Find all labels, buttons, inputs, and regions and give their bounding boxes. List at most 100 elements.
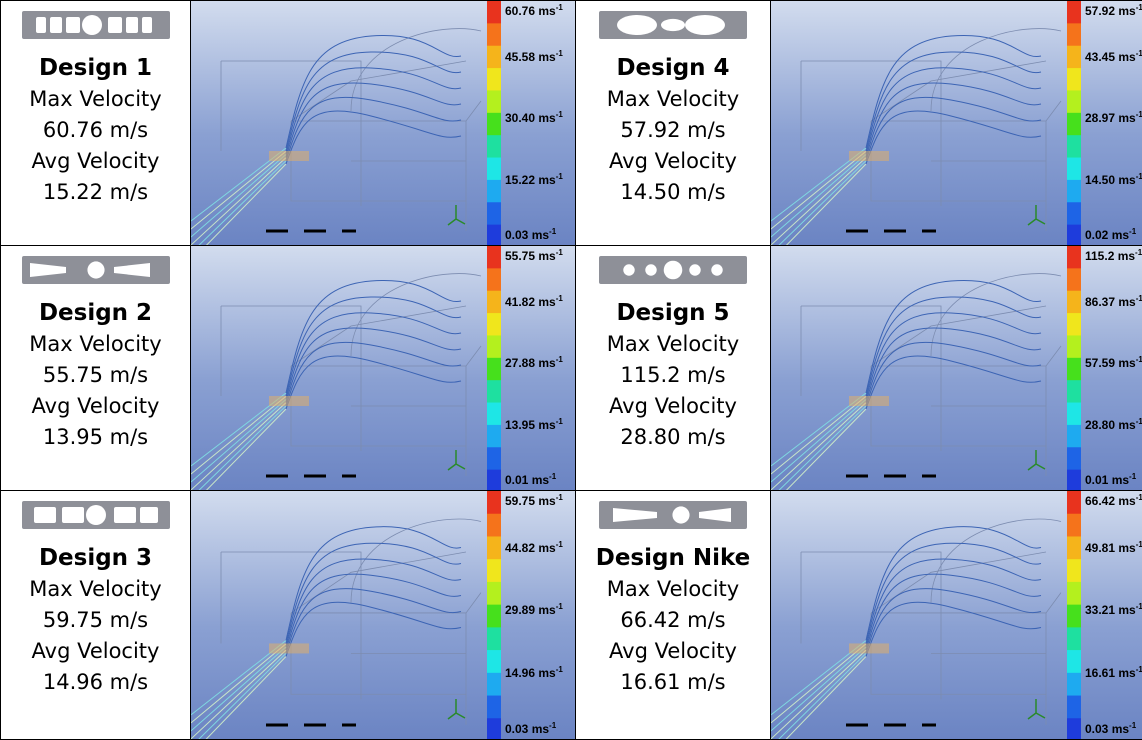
colorbar-value: 13.95 ms	[505, 418, 556, 432]
design-name: Design 1	[1, 53, 190, 84]
streamline	[286, 559, 461, 647]
streamline	[286, 313, 461, 400]
colorbar-unit-exponent: -1	[549, 472, 556, 481]
wire-edge	[1046, 101, 1061, 121]
hot-spot	[849, 396, 889, 406]
nozzle-hole	[140, 507, 158, 523]
wire-edge	[871, 306, 1046, 366]
nozzle-hole	[34, 507, 56, 523]
max-velocity-label: Max Velocity	[1, 574, 190, 605]
max-velocity-value: 66.42 m/s	[576, 605, 770, 636]
colorbar-block	[1067, 1, 1081, 24]
streamline-inlet	[771, 399, 866, 482]
colorbar-block	[1067, 113, 1081, 136]
design-label-cell: Design 1Max Velocity60.76 m/sAvg Velocit…	[0, 0, 191, 246]
streamline-inlet	[191, 161, 286, 246]
design-name: Design 4	[576, 53, 770, 84]
avg-velocity-label: Avg Velocity	[1, 146, 190, 177]
colorbar-block	[1067, 23, 1081, 46]
colorbar-unit-exponent: -1	[556, 355, 563, 364]
streamline-inlet	[771, 653, 866, 740]
colorbar-value: 44.82 ms	[505, 541, 556, 555]
colorbar-value: 30.40 ms	[505, 111, 556, 125]
colorbar-block	[487, 696, 501, 719]
axis-triad	[1028, 205, 1045, 225]
streamline-inlet	[771, 409, 866, 491]
colorbar-value: 55.75 ms	[505, 249, 556, 263]
streamline-inlet	[191, 399, 286, 482]
colorbar-block	[1067, 46, 1081, 69]
colorbar-label: 0.01 ms-1	[505, 472, 556, 487]
colorbar-block	[1067, 313, 1081, 336]
wire-edge	[871, 61, 1046, 121]
design-name: Design 2	[1, 298, 190, 329]
colorbar-unit-exponent: -1	[556, 248, 563, 257]
colorbar-unit-exponent: -1	[1136, 110, 1142, 119]
streamline-image: 55.75 ms-141.82 ms-127.88 ms-113.95 ms-1…	[190, 245, 576, 491]
colorbar-block	[1067, 291, 1081, 314]
colorbar-block	[487, 605, 501, 628]
max-velocity-value: 59.75 m/s	[1, 605, 190, 636]
nozzle-hole	[664, 261, 683, 280]
streamline	[866, 111, 1041, 164]
nozzle-icon	[22, 256, 170, 284]
colorbar-unit-exponent: -1	[556, 602, 563, 611]
wire-edge	[871, 552, 1046, 613]
colorbar-block	[1067, 650, 1081, 673]
nozzle-hole	[617, 15, 657, 35]
colorbar-unit-exponent: -1	[549, 721, 556, 730]
colorbar-block	[487, 180, 501, 203]
colorbar-block	[1067, 335, 1081, 358]
colorbar-block	[1067, 225, 1081, 246]
wireframe	[801, 274, 1061, 476]
colorbar-value: 59.75 ms	[505, 494, 556, 508]
colorbar-value: 0.01 ms	[1085, 473, 1129, 487]
streamline	[866, 328, 1041, 403]
axis-triad	[1028, 699, 1045, 719]
colorbar-block	[487, 202, 501, 225]
wire-edge	[466, 101, 481, 121]
hot-spot	[849, 643, 889, 653]
colorbar-unit-exponent: -1	[556, 294, 563, 303]
colorbar-unit-exponent: -1	[1136, 49, 1142, 58]
wireframe	[801, 29, 1061, 231]
nozzle-icon	[599, 11, 747, 39]
colorbar-block	[487, 46, 501, 69]
colorbar-value: 28.97 ms	[1085, 111, 1136, 125]
avg-velocity-label: Avg Velocity	[1, 636, 190, 667]
axis-triad	[448, 450, 465, 470]
nozzle-hole	[114, 507, 136, 523]
colorbar-block	[1067, 514, 1081, 537]
colorbar-unit-exponent: -1	[556, 172, 563, 181]
avg-velocity-label: Avg Velocity	[576, 146, 770, 177]
colorbar-label: 0.03 ms-1	[1085, 721, 1136, 736]
colorbar-block	[487, 491, 501, 514]
wire-edge	[466, 346, 481, 366]
design-label-cell: Design 4Max Velocity57.92 m/sAvg Velocit…	[575, 0, 771, 246]
design-label-cell: Design 2Max Velocity55.75 m/sAvg Velocit…	[0, 245, 191, 491]
hot-spot	[269, 396, 309, 406]
colorbar-label: 0.02 ms-1	[1085, 227, 1136, 242]
colorbar-block	[487, 380, 501, 403]
colorbar-label: 30.40 ms-1	[505, 110, 563, 125]
colorbar-block	[1067, 246, 1081, 269]
colorbar-label: 86.37 ms-1	[1085, 294, 1142, 309]
colorbar-block	[487, 673, 501, 696]
colorbar-block	[487, 425, 501, 448]
colorbar-block	[1067, 90, 1081, 113]
streamline	[286, 543, 461, 644]
colorbar-value: 45.58 ms	[505, 50, 556, 64]
avg-velocity-label: Avg Velocity	[576, 636, 770, 667]
colorbar-label: 59.75 ms-1	[505, 493, 563, 508]
wire-edge	[291, 366, 466, 476]
colorbar-block	[1067, 268, 1081, 291]
wireframe	[801, 519, 1061, 725]
avg-velocity-value: 14.96 m/s	[1, 667, 190, 698]
streamline	[866, 527, 1041, 641]
design-name: Design Nike	[576, 543, 770, 574]
colorbar-block	[487, 536, 501, 559]
colorbar-block	[1067, 696, 1081, 719]
colorbar-label: 29.89 ms-1	[505, 602, 563, 617]
nozzle-hole	[645, 264, 656, 275]
